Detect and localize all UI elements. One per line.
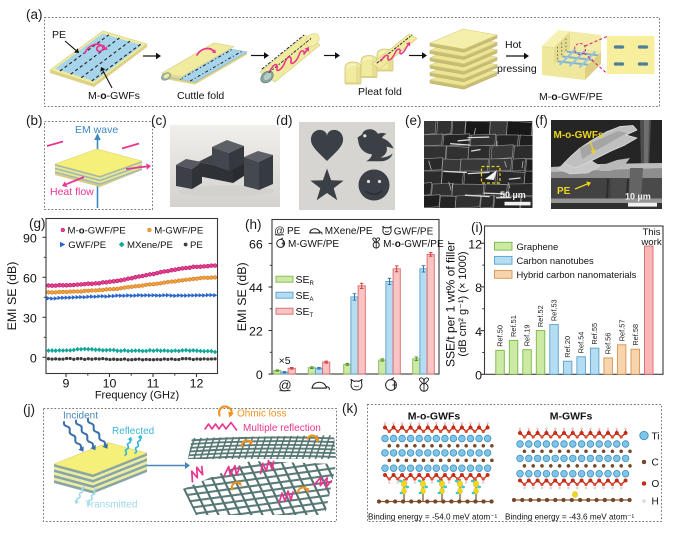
svg-text:M-o-GWF/PE: M-o-GWF/PE	[383, 239, 444, 250]
svg-text:10: 10	[103, 377, 117, 391]
svg-text:(dB cm² g⁻¹) (× 1000): (dB cm² g⁻¹) (× 1000)	[457, 251, 469, 356]
svg-text:44: 44	[249, 281, 263, 295]
svg-text:C: C	[652, 458, 659, 469]
svg-text:Binding energy = -54.0 meV at: Binding energy = -54.0 meV atom⁻¹	[368, 513, 498, 522]
svg-text:12: 12	[468, 238, 482, 252]
svg-text:Ref.52: Ref.52	[536, 305, 545, 327]
svg-text:(f): (f)	[535, 113, 548, 128]
svg-text:Ref.55: Ref.55	[590, 323, 599, 345]
svg-text:Ref.19: Ref.19	[523, 324, 532, 346]
svg-text:Ti: Ti	[652, 432, 660, 443]
svg-text:Frequency (GHz): Frequency (GHz)	[95, 390, 179, 402]
svg-text:22: 22	[249, 325, 263, 339]
svg-text:4: 4	[475, 325, 482, 339]
svg-text:Ref.57: Ref.57	[617, 320, 626, 342]
svg-text:SET: SET	[296, 306, 314, 319]
svg-text:Hot: Hot	[505, 39, 521, 51]
svg-text:EM wave: EM wave	[75, 124, 118, 136]
svg-text:Pleat fold: Pleat fold	[358, 86, 402, 98]
svg-text:(h): (h)	[245, 217, 262, 232]
svg-text:PE: PE	[190, 240, 203, 251]
svg-text:PE: PE	[287, 226, 301, 237]
svg-text:90: 90	[23, 232, 37, 246]
svg-text:Ref.51: Ref.51	[509, 315, 518, 337]
svg-text:M-o-GWF/PE: M-o-GWF/PE	[68, 225, 126, 236]
svg-text:(k): (k)	[342, 401, 358, 416]
svg-text:M-o-GWFs: M-o-GWFs	[88, 90, 140, 102]
svg-text:PE: PE	[52, 29, 66, 41]
svg-text:Ref.56: Ref.56	[604, 333, 613, 355]
svg-text:(e): (e)	[405, 113, 422, 128]
svg-text:(d): (d)	[276, 113, 293, 128]
svg-text:M-o-GWFs: M-o-GWFs	[408, 411, 461, 423]
svg-text:Ref.54: Ref.54	[577, 332, 586, 354]
svg-text:(g): (g)	[29, 216, 46, 231]
svg-text:Binding energy = -43.6 meV at: Binding energy = -43.6 meV atom⁻¹	[505, 513, 635, 522]
svg-text:GWF/PE: GWF/PE	[394, 226, 434, 237]
svg-text:0: 0	[30, 352, 37, 366]
svg-text:11: 11	[147, 377, 160, 391]
svg-text:Incident: Incident	[63, 411, 98, 422]
svg-text:MXene/PE: MXene/PE	[325, 226, 373, 237]
svg-text:This: This	[642, 227, 660, 238]
svg-text:PE: PE	[557, 186, 571, 197]
svg-text:Ref.20: Ref.20	[563, 336, 572, 358]
svg-text:66: 66	[249, 238, 263, 252]
svg-text:(i): (i)	[471, 220, 483, 235]
svg-text:9: 9	[63, 377, 70, 391]
svg-text:pressing: pressing	[497, 63, 537, 75]
svg-text:@: @	[278, 378, 291, 393]
svg-text:50 µm: 50 µm	[500, 190, 526, 200]
svg-text:EMI SE (dB): EMI SE (dB)	[5, 262, 19, 331]
svg-text:SSE/t per 1 wt% of filler: SSE/t per 1 wt% of filler	[444, 241, 458, 367]
svg-text:×5: ×5	[279, 355, 291, 367]
svg-text:Cuttle fold: Cuttle fold	[177, 90, 224, 102]
svg-text:M-o-GWF/PE: M-o-GWF/PE	[539, 91, 603, 103]
svg-text:Graphene: Graphene	[517, 241, 559, 252]
svg-text:SEA: SEA	[296, 290, 314, 303]
svg-text:12: 12	[190, 377, 204, 391]
svg-text:Ohmic loss: Ohmic loss	[237, 409, 286, 420]
svg-text:(b): (b)	[26, 113, 43, 128]
svg-text:MXene/PE: MXene/PE	[127, 240, 173, 251]
svg-text:Hybrid carbon nanomaterials: Hybrid carbon nanomaterials	[517, 269, 637, 280]
svg-text:Multiple reflection: Multiple reflection	[243, 423, 321, 434]
svg-text:10 µm: 10 µm	[625, 192, 651, 202]
svg-text:Ref.58: Ref.58	[631, 324, 640, 346]
svg-text:8: 8	[475, 281, 482, 295]
svg-text:0: 0	[475, 369, 482, 383]
svg-text:Heat flow: Heat flow	[50, 186, 94, 198]
svg-text:Ref.50: Ref.50	[496, 325, 505, 347]
svg-text:H: H	[652, 497, 659, 508]
svg-text:O: O	[652, 479, 660, 490]
svg-text:60: 60	[23, 272, 37, 286]
svg-text:M-o-GWFs: M-o-GWFs	[554, 130, 604, 141]
svg-text:(a): (a)	[26, 7, 43, 22]
svg-text:Carbon nanotubes: Carbon nanotubes	[517, 255, 594, 266]
svg-text:(j): (j)	[23, 402, 35, 417]
svg-text:M-GWFs: M-GWFs	[550, 411, 593, 423]
svg-text:M-GWF/PE: M-GWF/PE	[288, 239, 339, 250]
svg-text:Reflected: Reflected	[112, 426, 154, 437]
svg-text:M-GWF/PE: M-GWF/PE	[154, 225, 203, 236]
svg-text:Transmitted: Transmitted	[85, 500, 137, 511]
svg-text:0: 0	[256, 368, 263, 382]
svg-text:EMI SE (dB): EMI SE (dB)	[235, 262, 249, 331]
svg-text:work: work	[640, 237, 661, 248]
svg-text:Ref.53: Ref.53	[550, 299, 559, 321]
svg-text:@: @	[274, 225, 285, 237]
svg-text:GWF/PE: GWF/PE	[68, 240, 106, 251]
svg-text:(c): (c)	[151, 113, 167, 128]
svg-text:30: 30	[23, 312, 37, 326]
